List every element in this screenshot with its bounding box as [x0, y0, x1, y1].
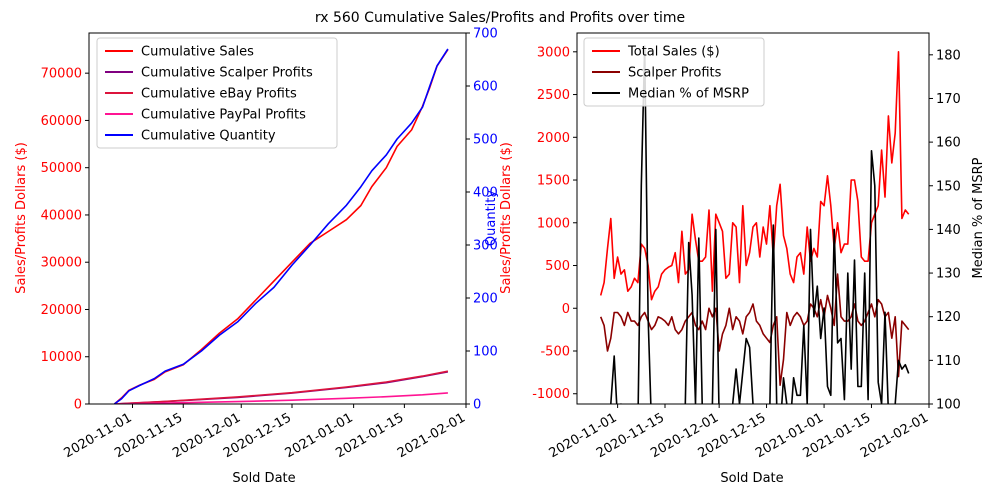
right-chart-y-tick-label: 1000: [537, 216, 570, 231]
left-chart-frame: [88, 32, 467, 405]
left-chart-y-tick-label: 0: [74, 398, 82, 413]
left-chart-legend: Cumulative Sales Cumulative Scalper Profi…: [96, 37, 338, 149]
left-chart-y-tick-label: 40000: [41, 208, 82, 223]
right-chart-y-tick-label: 500: [545, 259, 570, 274]
right-chart-secondary-y-tick-label: 100: [936, 398, 961, 413]
left-chart-secondary-y-tick-label: 200: [473, 292, 498, 307]
left-chart-legend-box: [96, 37, 338, 149]
right-chart-frame: [576, 32, 930, 405]
right-chart-secondary-y-tick-label: 130: [936, 267, 961, 282]
right-chart-y-tick-label: 1500: [537, 174, 570, 189]
right-chart-secondary-y-tick-label: 140: [936, 223, 961, 238]
right-chart-secondary-y-tick-label: 170: [936, 92, 961, 107]
right-chart-plot-area: [599, 45, 910, 404]
left-chart-y-tick-label: 20000: [41, 303, 82, 318]
left-chart-y-tick-label: 30000: [41, 256, 82, 271]
left-chart-y-tick-label: 70000: [41, 67, 82, 82]
right-chart-y-tick-label: -500: [540, 345, 570, 360]
left-chart-secondary-y-tick-label: 700: [473, 27, 498, 42]
right-chart-legend-label-total-sales: Total Sales ($): [627, 45, 720, 60]
right-chart-secondary-y-tick-label: 150: [936, 179, 961, 194]
left-chart-secondary-y-tick-label: 400: [473, 186, 498, 201]
right-chart-series-scalper-profits: [599, 273, 910, 387]
right-chart-legend: Total Sales ($) Scalper Profits Median % o…: [583, 37, 765, 107]
left-chart-legend-label-cumulative-sales: Cumulative Sales: [141, 45, 254, 60]
left-chart-series-cumulative-quantity: [113, 48, 449, 404]
left-chart-x-axis-label: Sold Date: [232, 471, 295, 486]
right-chart-secondary-y-tick-label: 160: [936, 136, 961, 151]
right-chart-secondary-y-axis-label: Median % of MSRP: [971, 157, 986, 278]
left-chart-y-tick-label: 50000: [41, 161, 82, 176]
left-chart-secondary-y-axis-label: Quantity: [484, 190, 499, 246]
left-chart-secondary-y-tick-label: 0: [473, 398, 481, 413]
right-chart-legend-box: [583, 37, 765, 107]
right-chart-secondary-y-tick-label: 180: [936, 48, 961, 63]
right-chart-y-tick-label: 2500: [537, 88, 570, 103]
right-chart-legend-label-scalper-profits: Scalper Profits: [628, 66, 722, 81]
right-chart-y-axis-label: Sales/Profits Dollars ($): [499, 142, 514, 294]
left-chart-legend-label-cumulative-paypal-profits: Cumulative PayPal Profits: [141, 108, 306, 123]
left-chart-legend-label-cumulative-quantity: Cumulative Quantity: [141, 129, 276, 144]
right-chart-legend-label-median-of-msrp: Median % of MSRP: [628, 87, 749, 102]
left-chart-secondary-y-tick-label: 100: [473, 345, 498, 360]
right-chart-series-median-of-msrp: [609, 45, 910, 404]
right-chart-y-tick-label: 2000: [537, 131, 570, 146]
left-chart-plot-area: [113, 48, 449, 404]
left-chart-legend-label-cumulative-scalper-profits: Cumulative Scalper Profits: [141, 66, 313, 81]
right-chart-y-tick-label: 3000: [537, 45, 570, 60]
figure-title: rx 560 Cumulative Sales/Profits and Prof…: [315, 10, 685, 26]
right-chart-y-tick-label: 0: [562, 302, 570, 317]
left-chart-y-tick-label: 60000: [41, 114, 82, 129]
left-chart-secondary-y-tick-label: 300: [473, 239, 498, 254]
left-chart-y-tick-label: 10000: [41, 350, 82, 365]
left-chart-secondary-y-tick-label: 500: [473, 133, 498, 148]
right-chart-x-axis-label: Sold Date: [720, 471, 783, 486]
left-chart-y-axis-label: Sales/Profits Dollars ($): [14, 142, 29, 294]
left-chart-series-cumulative-paypal-profits: [114, 392, 448, 404]
left-chart-series-cumulative-ebay-profits: [114, 370, 449, 404]
right-chart-secondary-y-tick-label: 120: [936, 310, 961, 325]
right-chart-y-tick-label: -1000: [532, 387, 570, 402]
right-chart-series-total-sales: [599, 50, 910, 301]
right-chart-secondary-y-tick-label: 110: [936, 354, 961, 369]
left-chart-secondary-y-tick-label: 600: [473, 80, 498, 95]
left-chart-legend-label-cumulative-ebay-profits: Cumulative eBay Profits: [141, 87, 297, 102]
